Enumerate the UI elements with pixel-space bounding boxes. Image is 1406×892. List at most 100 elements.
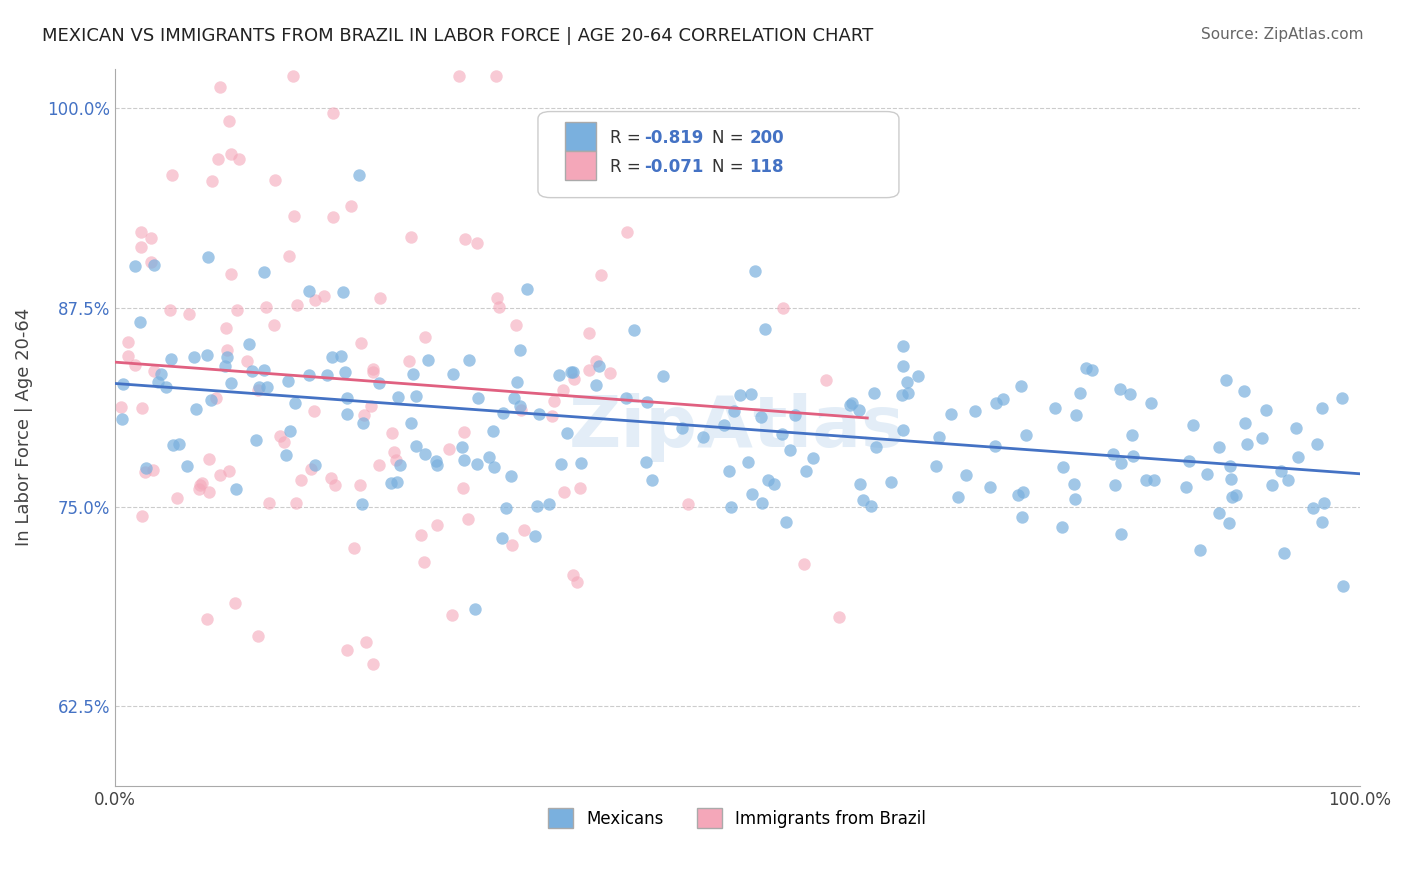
Immigrants from Brazil <box>578 363 600 377</box>
Immigrants from Brazil <box>129 225 152 239</box>
Mexicans <box>588 359 610 373</box>
Mexicans <box>1251 431 1274 445</box>
Mexicans <box>1208 506 1230 520</box>
Mexicans <box>380 476 402 491</box>
Immigrants from Brazil <box>465 235 488 250</box>
Immigrants from Brazil <box>501 538 523 552</box>
Mexicans <box>1270 464 1292 478</box>
Immigrants from Brazil <box>485 70 508 84</box>
Mexicans <box>478 450 501 464</box>
Mexicans <box>907 368 929 383</box>
Mexicans <box>775 515 797 529</box>
Mexicans <box>1219 458 1241 473</box>
Immigrants from Brazil <box>215 321 238 335</box>
Immigrants from Brazil <box>217 343 239 357</box>
Mexicans <box>149 368 172 382</box>
Immigrants from Brazil <box>322 210 344 224</box>
Mexicans <box>240 364 263 378</box>
Mexicans <box>238 337 260 351</box>
Immigrants from Brazil <box>247 629 270 643</box>
Immigrants from Brazil <box>129 240 152 254</box>
Y-axis label: In Labor Force | Age 20-64: In Labor Force | Age 20-64 <box>15 308 32 546</box>
Immigrants from Brazil <box>505 318 527 333</box>
Mexicans <box>402 367 425 381</box>
Mexicans <box>509 400 531 414</box>
Mexicans <box>740 386 762 401</box>
Mexicans <box>197 250 219 264</box>
Mexicans <box>336 391 359 405</box>
Immigrants from Brazil <box>578 326 600 341</box>
Immigrants from Brazil <box>451 481 474 495</box>
Immigrants from Brazil <box>509 403 531 417</box>
Mexicans <box>1330 391 1353 405</box>
Mexicans <box>891 359 914 373</box>
Mexicans <box>891 423 914 437</box>
Mexicans <box>347 169 370 183</box>
Mexicans <box>298 284 321 298</box>
Mexicans <box>891 339 914 353</box>
Immigrants from Brazil <box>134 465 156 479</box>
Mexicans <box>225 482 247 496</box>
Mexicans <box>651 369 673 384</box>
Mexicans <box>129 315 152 329</box>
Mexicans <box>963 404 986 418</box>
Immigrants from Brazil <box>226 302 249 317</box>
Mexicans <box>785 408 807 422</box>
Mexicans <box>928 430 950 444</box>
Mexicans <box>723 404 745 418</box>
Immigrants from Brazil <box>257 496 280 510</box>
Mexicans <box>453 453 475 467</box>
Mexicans <box>636 455 658 469</box>
Mexicans <box>256 380 278 394</box>
Mexicans <box>897 386 920 401</box>
Mexicans <box>413 446 436 460</box>
Mexicans <box>585 378 607 392</box>
Mexicans <box>1007 488 1029 502</box>
Mexicans <box>160 352 183 367</box>
Mexicans <box>167 437 190 451</box>
Immigrants from Brazil <box>381 426 404 441</box>
Mexicans <box>491 531 513 545</box>
Mexicans <box>756 473 779 487</box>
Mexicans <box>1310 401 1333 415</box>
Immigrants from Brazil <box>361 365 384 379</box>
Mexicans <box>1218 516 1240 530</box>
Mexicans <box>718 464 741 478</box>
Mexicans <box>1178 454 1201 468</box>
Text: ZipAtlas: ZipAtlas <box>569 392 905 462</box>
Immigrants from Brazil <box>340 199 363 213</box>
Text: 118: 118 <box>749 158 785 176</box>
Mexicans <box>441 367 464 381</box>
Mexicans <box>1331 579 1354 593</box>
Immigrants from Brazil <box>589 268 612 282</box>
Immigrants from Brazil <box>599 366 621 380</box>
Immigrants from Brazil <box>343 541 366 555</box>
Mexicans <box>1208 440 1230 454</box>
Immigrants from Brazil <box>349 477 371 491</box>
Mexicans <box>245 433 267 447</box>
Mexicans <box>316 368 339 383</box>
Mexicans <box>862 386 884 401</box>
Text: N =: N = <box>713 158 749 176</box>
Immigrants from Brazil <box>263 318 285 333</box>
Mexicans <box>124 259 146 273</box>
Immigrants from Brazil <box>219 267 242 281</box>
Immigrants from Brazil <box>284 496 307 510</box>
Mexicans <box>176 459 198 474</box>
Immigrants from Brazil <box>322 106 344 120</box>
Immigrants from Brazil <box>131 401 153 415</box>
Mexicans <box>1261 477 1284 491</box>
Immigrants from Brazil <box>198 484 221 499</box>
Mexicans <box>214 359 236 374</box>
Mexicans <box>1306 437 1329 451</box>
Immigrants from Brazil <box>336 643 359 657</box>
Mexicans <box>278 424 301 438</box>
Mexicans <box>865 440 887 454</box>
Mexicans <box>538 497 561 511</box>
Mexicans <box>1188 543 1211 558</box>
Immigrants from Brazil <box>218 113 240 128</box>
Immigrants from Brazil <box>793 558 815 572</box>
Mexicans <box>253 265 276 279</box>
Immigrants from Brazil <box>142 364 165 378</box>
Immigrants from Brazil <box>141 463 163 477</box>
